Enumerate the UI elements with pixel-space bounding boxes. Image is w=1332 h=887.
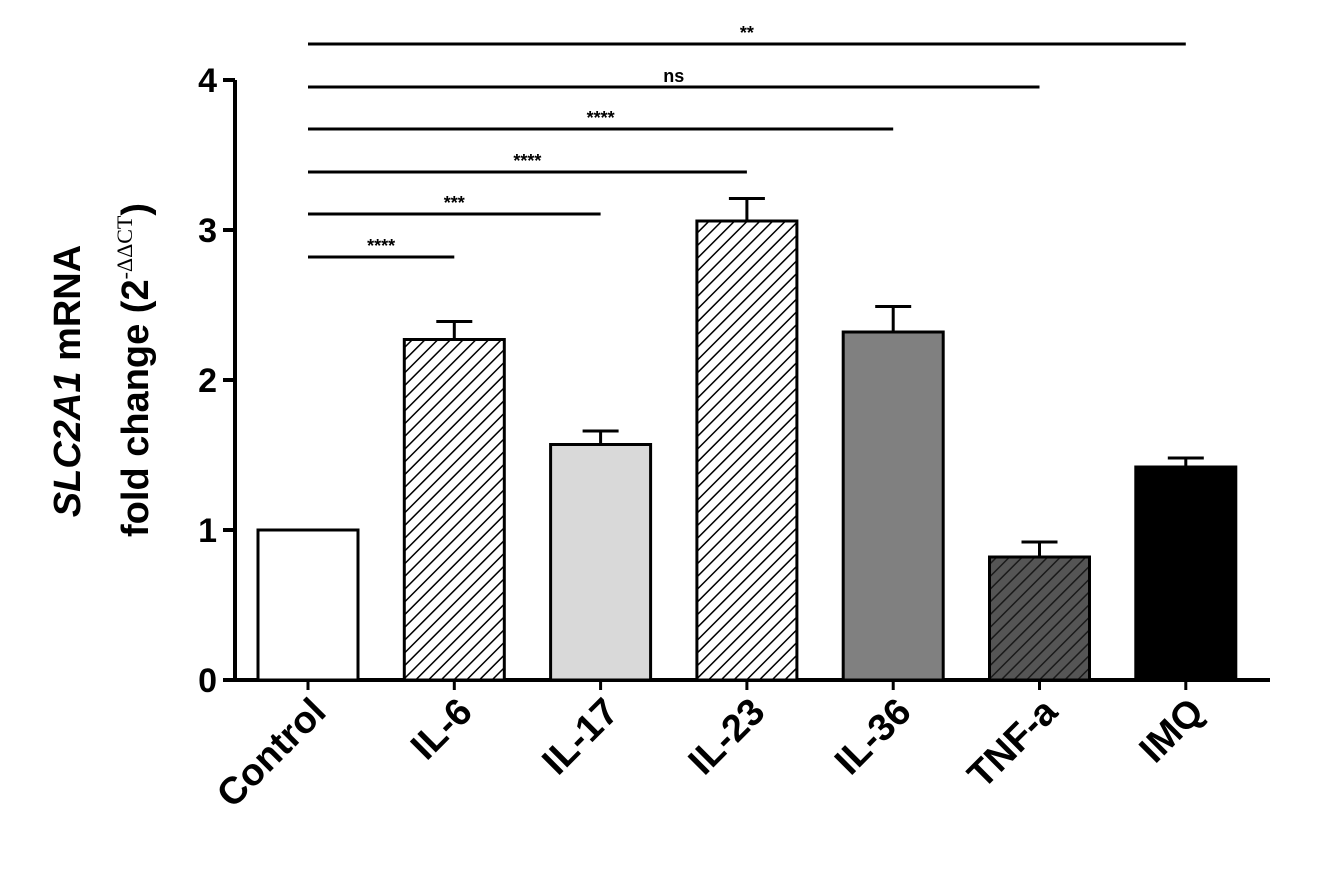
bar-il-36 bbox=[841, 330, 945, 682]
y-axis-label: SLC2A1 mRNA fold change (2-ΔΔCT) bbox=[47, 203, 157, 537]
bar-tnf-a bbox=[988, 555, 1091, 682]
bars bbox=[256, 197, 1238, 682]
bar-il-17 bbox=[549, 443, 653, 682]
x-tick-label: IL-17 bbox=[535, 691, 627, 783]
y-axis-label-exponent: -ΔΔCT bbox=[112, 215, 137, 279]
x-tick-label: IL-23 bbox=[681, 691, 773, 783]
significance-label: **** bbox=[587, 108, 615, 128]
x-tick-label: TNF-a bbox=[960, 690, 1066, 796]
x-tick-label: IL-6 bbox=[403, 691, 480, 768]
y-tick-label: 1 bbox=[198, 512, 217, 550]
bar-il-6 bbox=[402, 338, 506, 682]
significance-label: ** bbox=[740, 23, 754, 43]
y-axis-label-gene: SLC2A1 bbox=[47, 371, 89, 517]
y-axis-label-line2-suffix: ) bbox=[115, 203, 157, 216]
x-tick-label: IL-36 bbox=[827, 691, 919, 783]
svg-text:SLC2A1 mRNA: SLC2A1 mRNA bbox=[47, 245, 89, 517]
significance-label: **** bbox=[367, 236, 395, 256]
y-tick-label: 0 bbox=[198, 662, 217, 700]
significance-brackets: ***************ns** bbox=[308, 23, 1186, 259]
bar-control bbox=[256, 528, 360, 682]
bar-il-23 bbox=[695, 219, 799, 682]
svg-text:fold change (2-ΔΔCT): fold change (2-ΔΔCT) bbox=[112, 203, 157, 537]
y-tick-label: 3 bbox=[198, 212, 217, 250]
significance-label: ns bbox=[663, 66, 684, 86]
significance-label: **** bbox=[513, 151, 541, 171]
x-tick-label: Control bbox=[209, 691, 334, 816]
y-axis-label-line1-rest: mRNA bbox=[47, 245, 89, 372]
x-tick-label: IMQ bbox=[1132, 691, 1212, 771]
y-tick-label: 4 bbox=[198, 62, 217, 100]
bar-imq bbox=[1134, 465, 1238, 682]
significance-label: *** bbox=[444, 193, 465, 213]
y-axis-label-line2-prefix: fold change (2 bbox=[115, 279, 157, 537]
y-tick-label: 2 bbox=[198, 362, 217, 400]
